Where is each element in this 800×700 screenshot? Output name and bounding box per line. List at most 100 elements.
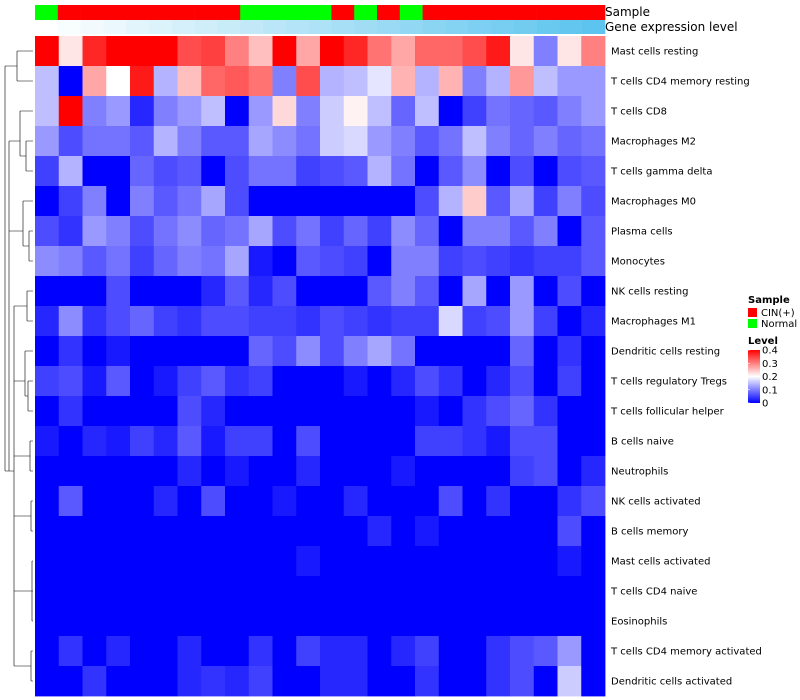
heatmap-cell	[320, 426, 345, 457]
heatmap-cell	[391, 246, 416, 277]
heatmap-cell	[343, 636, 368, 667]
sample-annotation-cell	[491, 5, 515, 20]
heatmap-cell	[296, 456, 321, 487]
heatmap-cell	[106, 126, 131, 157]
heatmap-cell	[462, 126, 487, 157]
heatmap-cell	[510, 606, 535, 637]
heatmap-cell	[130, 366, 155, 397]
heatmap-cell	[438, 366, 463, 397]
heatmap-cell	[343, 426, 368, 457]
heatmap-cell	[225, 216, 250, 247]
sample-annotation-cell	[57, 5, 81, 20]
heatmap-cell	[462, 516, 487, 547]
heatmap-cell	[272, 636, 297, 667]
heatmap-cell	[130, 396, 155, 427]
heatmap-cell	[35, 126, 60, 157]
heatmap-cell	[415, 306, 440, 337]
heatmap-cell	[177, 546, 202, 577]
heatmap-cell	[130, 486, 155, 517]
heatmap-cell	[343, 336, 368, 367]
heatmap-cell	[415, 456, 440, 487]
heatmap-cell	[438, 396, 463, 427]
row-label: Eosinophils	[611, 617, 667, 628]
heatmap-cell	[462, 576, 487, 607]
heatmap-cell	[367, 666, 392, 697]
heatmap-cell	[272, 276, 297, 307]
heatmap-cell	[272, 246, 297, 277]
heatmap-cell	[581, 516, 606, 547]
heatmap-cell	[557, 366, 582, 397]
heatmap-cell	[581, 606, 606, 637]
row-label: Dendritic cells resting	[611, 347, 720, 358]
heatmap-cell	[130, 126, 155, 157]
heatmap-cell	[106, 606, 131, 637]
heatmap-cell	[296, 96, 321, 127]
heatmap-cell	[367, 516, 392, 547]
heatmap-cell	[130, 546, 155, 577]
heatmap-cell	[367, 66, 392, 97]
sample-annotation-cell	[240, 5, 264, 20]
gene-expression-annotation-cell	[354, 20, 378, 34]
heatmap-cell	[343, 666, 368, 697]
heatmap-cell	[248, 516, 273, 547]
heatmap-cell	[486, 96, 511, 127]
heatmap-cell	[391, 276, 416, 307]
heatmap-cell	[343, 396, 368, 427]
heatmap-cell	[343, 576, 368, 607]
heatmap-cell	[510, 306, 535, 337]
heatmap-cell	[153, 546, 178, 577]
heatmap-cell	[320, 666, 345, 697]
heatmap-cell	[391, 426, 416, 457]
heatmap-cell	[58, 456, 83, 487]
heatmap-cell	[415, 546, 440, 577]
sample-annotation-cell	[468, 5, 492, 20]
heatmap-cell	[462, 36, 487, 67]
heatmap-cell	[225, 606, 250, 637]
heatmap-cell	[177, 126, 202, 157]
heatmap-cell	[272, 366, 297, 397]
sample-annotation-cell	[354, 5, 378, 20]
row-label: Neutrophils	[611, 467, 668, 478]
heatmap-cell	[533, 606, 558, 637]
heatmap-cell	[367, 126, 392, 157]
heatmap-cell	[343, 186, 368, 217]
heatmap-cell	[415, 576, 440, 607]
dendrogram-branch	[19, 110, 33, 172]
sample-annotation-cell	[80, 5, 104, 20]
row-label: NK cells activated	[611, 497, 701, 508]
heatmap-cell	[462, 276, 487, 307]
heatmap-cell	[391, 456, 416, 487]
heatmap-cell	[153, 96, 178, 127]
heatmap-cell	[533, 216, 558, 247]
heatmap-cell	[272, 516, 297, 547]
heatmap-cell	[248, 36, 273, 67]
heatmap-cell	[510, 126, 535, 157]
heatmap-cell	[248, 336, 273, 367]
heatmap-cell	[486, 156, 511, 187]
heatmap-cell	[225, 456, 250, 487]
heatmap-cell	[320, 246, 345, 277]
heatmap-cell	[296, 546, 321, 577]
heatmap-cell	[225, 186, 250, 217]
heatmap-cell	[82, 546, 107, 577]
heatmap-cell	[486, 456, 511, 487]
heatmap-cell	[438, 426, 463, 457]
heatmap-cell	[225, 396, 250, 427]
heatmap-cell	[533, 486, 558, 517]
row-label: T cells CD4 naive	[610, 587, 697, 598]
heatmap-cell	[367, 36, 392, 67]
heatmap-cell	[225, 306, 250, 337]
heatmap-cell	[557, 246, 582, 277]
dendrogram-branch	[4, 65, 23, 472]
heatmap-cell	[533, 66, 558, 97]
heatmap-cell	[415, 156, 440, 187]
legend-level-ticks: 0.4 0.3 0.2 0.1 0	[748, 346, 778, 410]
heatmap-cell	[415, 516, 440, 547]
heatmap-cell	[130, 36, 155, 67]
heatmap-cell	[557, 336, 582, 367]
heatmap-cell	[201, 606, 226, 637]
heatmap-cell	[296, 516, 321, 547]
heatmap-cell	[343, 126, 368, 157]
heatmap-cell	[58, 96, 83, 127]
heatmap-cell	[296, 486, 321, 517]
